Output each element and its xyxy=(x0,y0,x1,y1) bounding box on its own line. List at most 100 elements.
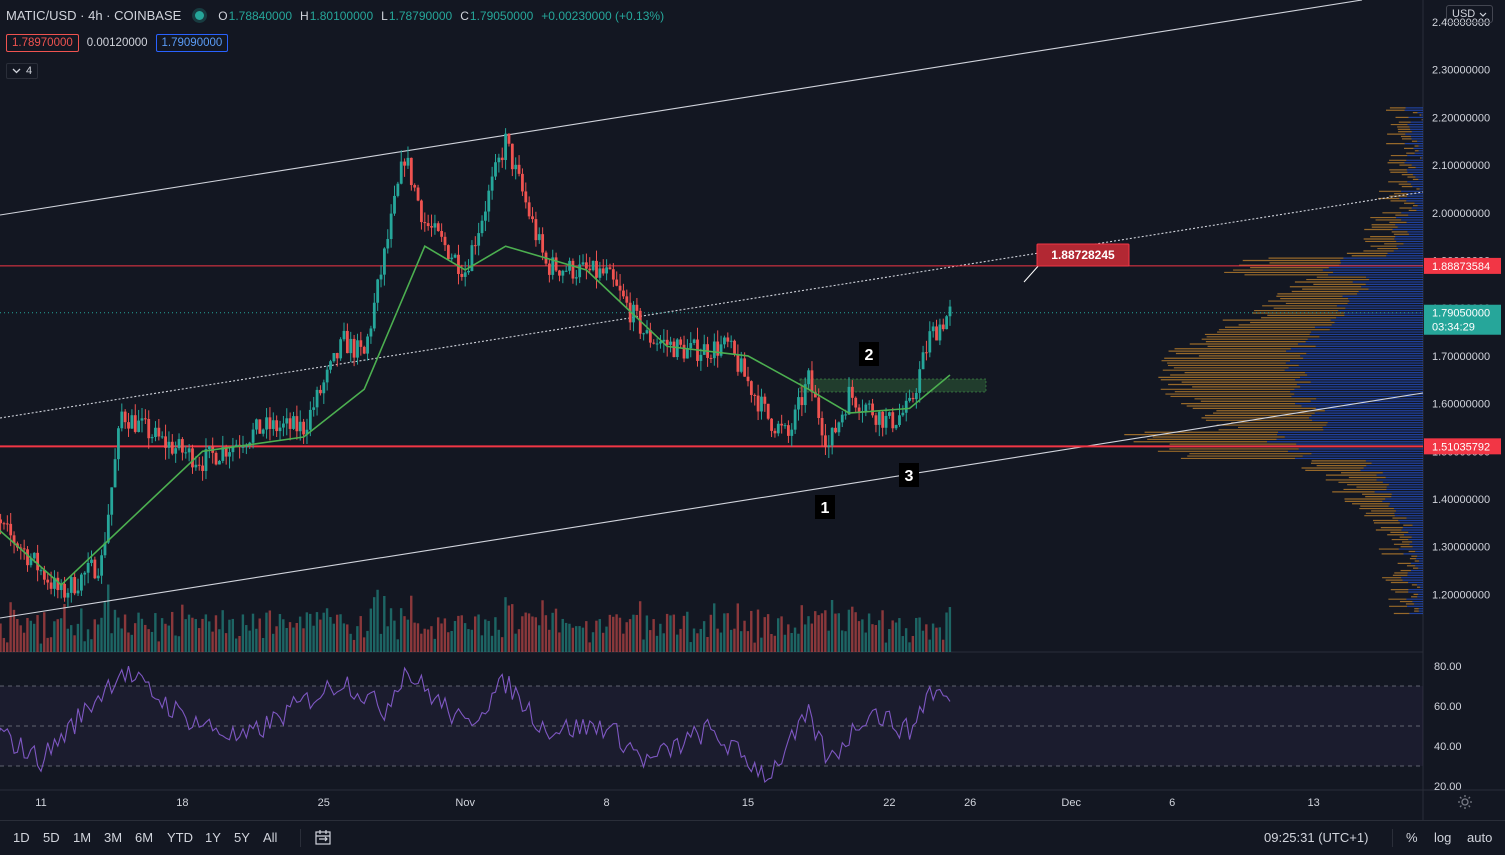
volume-bar xyxy=(763,617,766,652)
volume-bar xyxy=(167,625,171,652)
candle-body xyxy=(46,579,50,583)
timeframe-1m[interactable]: 1M xyxy=(73,830,92,845)
candle-body xyxy=(494,162,497,177)
volume-bar xyxy=(669,615,672,652)
candle-body xyxy=(888,412,891,416)
buy-button[interactable]: 1.79090000 xyxy=(155,34,229,52)
volume-bar xyxy=(874,625,878,652)
close-value: 1.79050000 xyxy=(469,8,534,23)
candle-body xyxy=(191,448,194,468)
candle-body xyxy=(925,352,928,354)
candle-body xyxy=(787,425,790,436)
currency-select[interactable]: USD xyxy=(1446,5,1494,23)
candle-body xyxy=(477,233,481,246)
volume-bar xyxy=(733,628,736,652)
volume-bar xyxy=(234,638,238,652)
volume-bar xyxy=(477,614,480,652)
log-toggle[interactable]: log xyxy=(1434,830,1452,845)
candle-body xyxy=(605,267,608,274)
auto-toggle[interactable]: auto xyxy=(1467,830,1493,845)
candle-body xyxy=(100,555,103,576)
timeframe-6m[interactable]: 6M xyxy=(135,830,154,845)
candle-body xyxy=(406,157,410,166)
volume-bar xyxy=(534,617,537,652)
timeframe-1y[interactable]: 1Y xyxy=(205,830,221,845)
candle-body xyxy=(335,353,339,359)
volume-bar xyxy=(803,624,807,652)
symbol-title[interactable]: MATIC/USD · 4h · COINBASE xyxy=(6,8,182,23)
settings-gear-icon[interactable] xyxy=(1457,794,1473,810)
timeframe-1d[interactable]: 1D xyxy=(13,830,30,845)
volume-bar xyxy=(561,618,564,652)
candle-body xyxy=(440,231,444,237)
indicators-toggle[interactable]: 4 xyxy=(6,63,39,79)
volume-bar xyxy=(386,626,389,652)
candle-body xyxy=(204,449,208,471)
marker-label: 3 xyxy=(905,468,914,485)
volume-bar xyxy=(622,633,625,652)
volume-bar xyxy=(194,619,197,652)
timeframe-ytd[interactable]: YTD xyxy=(167,830,193,845)
volume-bar xyxy=(480,635,484,652)
candle-body xyxy=(308,409,312,430)
timeframe-all[interactable]: All xyxy=(263,830,278,845)
volume-bar xyxy=(541,600,544,652)
volume-bar xyxy=(625,622,628,652)
volume-bar xyxy=(325,608,329,652)
candle-body xyxy=(147,419,151,439)
volume-bar xyxy=(676,634,679,652)
volume-bar xyxy=(16,619,19,652)
candle-countdown-label: 03:34:29 xyxy=(1432,322,1475,334)
timeframe-5d[interactable]: 5D xyxy=(43,830,60,845)
volume-bar xyxy=(315,612,319,652)
candle-body xyxy=(26,549,29,566)
time-tick-label: Nov xyxy=(455,797,475,809)
volume-bar xyxy=(531,616,534,652)
candle-body xyxy=(369,328,373,337)
candle-body xyxy=(218,460,221,465)
price-tick-label: 2.20000000 xyxy=(1432,112,1490,124)
trade-row: 1.78970000 0.00120000 1.79090000 xyxy=(6,34,229,52)
candle-body xyxy=(655,343,659,345)
volume-bar xyxy=(26,617,29,652)
candle-body xyxy=(137,420,141,432)
date-range-icon[interactable] xyxy=(314,829,332,847)
clock-readout[interactable]: 09:25:31 (UTC+1) xyxy=(1264,830,1369,845)
candle-body xyxy=(904,400,908,413)
volume-bar xyxy=(891,620,894,652)
volume-bar xyxy=(36,615,39,652)
volume-bar xyxy=(399,608,403,652)
volume-bar xyxy=(544,615,548,652)
timeframe-3m[interactable]: 3M xyxy=(104,830,123,845)
candle-body xyxy=(739,358,743,372)
timeframe-5y[interactable]: 5Y xyxy=(234,830,250,845)
volume-bar xyxy=(490,635,494,652)
volume-bar xyxy=(851,606,854,652)
volume-bar xyxy=(208,621,211,652)
candle-body xyxy=(322,382,326,394)
candle-body xyxy=(282,423,285,428)
support-price-label: 1.51035792 xyxy=(1432,441,1490,453)
candle-body xyxy=(69,577,73,593)
volume-profile xyxy=(1124,107,1423,615)
candle-body xyxy=(628,302,632,323)
volume-bar xyxy=(420,633,423,652)
percent-toggle[interactable]: % xyxy=(1406,830,1418,845)
volume-bar xyxy=(103,602,107,652)
candle-body xyxy=(150,437,154,439)
volume-bar xyxy=(49,637,53,652)
volume-bar xyxy=(568,623,571,652)
low-value: 1.78790000 xyxy=(388,8,453,23)
marker-box xyxy=(815,495,835,519)
candle-body xyxy=(686,348,689,359)
candle-body xyxy=(143,418,147,420)
candle-body xyxy=(514,164,518,170)
candle-body xyxy=(103,542,107,556)
candle-body xyxy=(352,338,356,358)
candle-body xyxy=(197,464,201,466)
volume-bar xyxy=(147,629,150,652)
candle-body xyxy=(325,369,329,383)
sell-button[interactable]: 1.78970000 xyxy=(6,34,79,52)
volume-bar xyxy=(107,584,110,652)
